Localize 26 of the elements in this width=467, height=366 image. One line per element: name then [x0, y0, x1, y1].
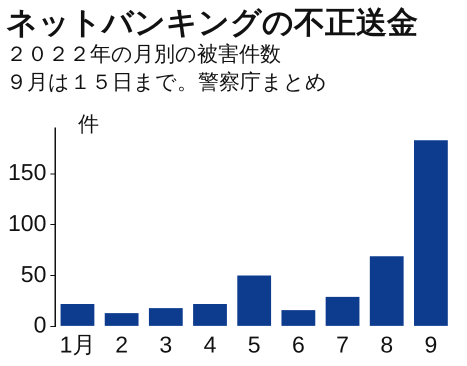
y-tick-label: 0	[34, 312, 46, 338]
x-tick-label: 7	[336, 332, 349, 358]
bar	[281, 310, 316, 326]
x-tick-label: 6	[292, 332, 305, 358]
x-tick-label: 3	[159, 332, 172, 358]
y-tick-label: 50	[20, 260, 46, 287]
chart-title: ネットバンキングの不正送金	[6, 5, 418, 41]
chart-subtitle: ２０２２年の月別の被害件数	[6, 41, 281, 68]
x-tick-label: 4	[204, 332, 217, 358]
bar	[60, 304, 94, 326]
bar	[326, 296, 360, 326]
x-tick-label: 2	[115, 332, 128, 358]
text: ９月は１５日まで。警察庁まとめ	[6, 69, 327, 96]
y-tick-label: 150	[8, 159, 46, 186]
y-axis-title: 件	[78, 111, 99, 138]
bar	[148, 308, 183, 326]
x-tick-label: 9	[424, 332, 438, 358]
bar	[237, 276, 272, 326]
bar	[193, 304, 227, 326]
y-tick-label: 100	[8, 210, 46, 236]
x-tick-label: 8	[380, 332, 394, 358]
bar	[414, 140, 448, 326]
x-tick-label: 5	[248, 332, 261, 358]
bar	[370, 256, 404, 326]
bar	[104, 313, 139, 326]
x-tick-label: 1月	[60, 332, 96, 358]
